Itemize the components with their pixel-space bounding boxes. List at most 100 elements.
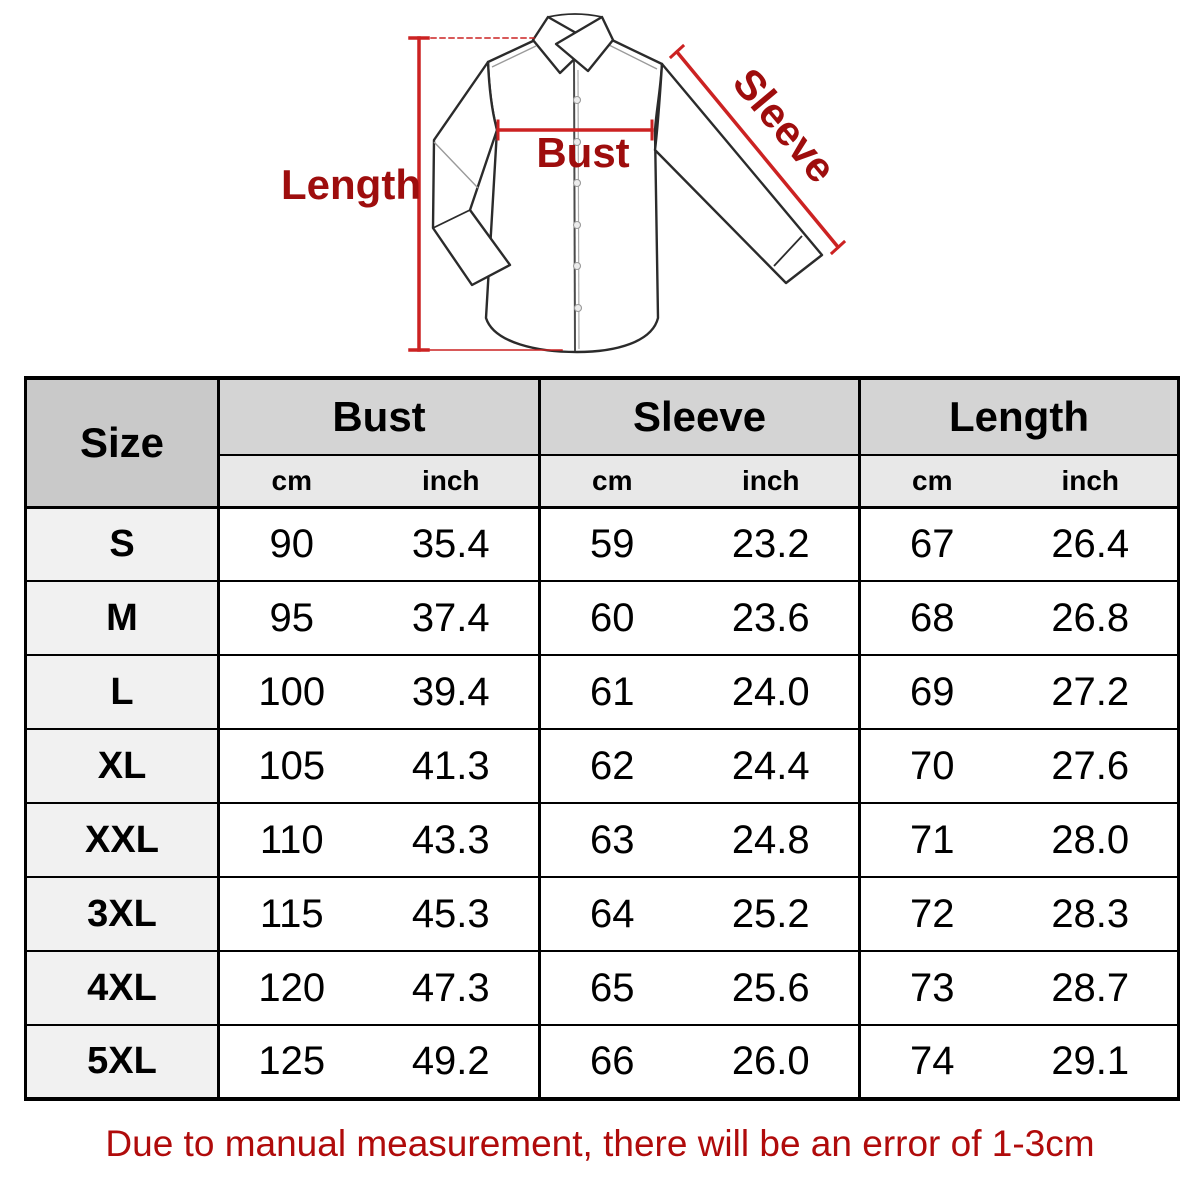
shirt-left-sleeve xyxy=(431,60,512,287)
placket-stitch-line xyxy=(577,69,580,350)
placket-line xyxy=(573,57,576,352)
length-cm-cell: 72 xyxy=(858,876,1004,952)
size-cell: 3XL xyxy=(25,876,220,952)
length-cm-cell: 68 xyxy=(858,580,1004,656)
sleeve-inch-cell: 24.8 xyxy=(683,802,861,878)
sleeve-top-tick xyxy=(668,43,686,60)
bust-cm-cell: 105 xyxy=(217,728,364,804)
sleeve-cm-cell: 64 xyxy=(538,876,684,952)
shirt-right-sleeve xyxy=(653,62,824,285)
bust-inch-cell: 49.2 xyxy=(363,1024,541,1100)
length-inch-cell: 26.8 xyxy=(1003,580,1180,656)
bust-cm-cell: 115 xyxy=(217,876,364,952)
bust-inch-cell: 45.3 xyxy=(363,876,541,952)
sleeve-cm-cell: 59 xyxy=(538,505,684,582)
sleeve-inch-cell: 24.4 xyxy=(683,728,861,804)
sleeve-inch-cell: 26.0 xyxy=(683,1024,861,1100)
table-row-l: L 100 39.4 61 24.0 69 27.2 xyxy=(25,654,1180,730)
length-inch-cell: 28.3 xyxy=(1003,876,1180,952)
length-cm-header: cm xyxy=(858,454,1004,508)
sleeve-cm-cell: 65 xyxy=(538,950,684,1026)
button xyxy=(572,95,582,105)
sleeve-inch-cell: 25.2 xyxy=(683,876,861,952)
bust-cm-cell: 100 xyxy=(217,654,364,730)
bust-cm-header: cm xyxy=(217,454,364,508)
bust-inch-header: inch xyxy=(363,454,541,508)
bust-cm-cell: 90 xyxy=(217,505,364,582)
sleeve-measure-line xyxy=(674,49,841,250)
length-inch-cell: 28.7 xyxy=(1003,950,1180,1026)
length-label: Length xyxy=(281,161,421,208)
length-inch-cell: 28.0 xyxy=(1003,802,1180,878)
length-cm-cell: 74 xyxy=(858,1024,1004,1100)
sleeve-inch-header: inch xyxy=(683,454,861,508)
table-row-3xl: 3XL 115 45.3 64 25.2 72 28.3 xyxy=(25,876,1180,952)
length-inch-cell: 29.1 xyxy=(1003,1024,1180,1100)
right-shoulder-seam xyxy=(608,44,658,70)
length-cm-cell: 67 xyxy=(858,505,1004,582)
table-unit-row: cm inch cm inch cm inch xyxy=(26,454,1180,508)
size-cell: XL xyxy=(25,728,220,804)
left-shoulder-seam xyxy=(491,45,537,68)
shirt-collar-right-flap xyxy=(554,15,615,73)
button xyxy=(572,261,582,271)
length-inch-cell: 27.2 xyxy=(1003,654,1180,730)
bust-group-header: Bust xyxy=(217,377,540,456)
sleeve-inch-cell: 25.6 xyxy=(683,950,861,1026)
table-row-xxl: XXL 110 43.3 63 24.8 71 28.0 xyxy=(25,802,1180,878)
sleeve-cm-header: cm xyxy=(538,454,684,508)
button xyxy=(572,137,582,147)
size-cell: 4XL xyxy=(25,950,220,1026)
bust-inch-cell: 39.4 xyxy=(363,654,541,730)
length-cm-cell: 70 xyxy=(858,728,1004,804)
left-elbow-crease xyxy=(433,141,479,189)
size-cell: M xyxy=(25,580,220,656)
bust-inch-cell: 37.4 xyxy=(363,580,541,656)
table-header-row: Size Bust Sleeve Length xyxy=(25,377,1179,508)
size-cell: L xyxy=(25,654,220,730)
bust-inch-cell: 43.3 xyxy=(363,802,541,878)
table-row-s: S 90 35.4 59 23.2 67 26.4 xyxy=(25,505,1180,582)
length-cm-cell: 69 xyxy=(858,654,1004,730)
left-cuff-line xyxy=(432,209,471,229)
sleeve-cm-cell: 66 xyxy=(538,1024,684,1100)
button xyxy=(573,303,583,313)
length-group-header: Length xyxy=(858,377,1179,456)
bust-cm-cell: 95 xyxy=(217,580,364,656)
length-cm-cell: 73 xyxy=(858,950,1004,1026)
size-cell: S xyxy=(25,505,220,582)
sleeve-inch-cell: 23.6 xyxy=(683,580,861,656)
sleeve-group-header: Sleeve xyxy=(538,377,860,456)
right-cuff-line xyxy=(773,235,803,267)
table-row-xl: XL 105 41.3 62 24.4 70 27.6 xyxy=(25,728,1180,804)
length-inch-header: inch xyxy=(1003,454,1180,508)
shirt-collar-band xyxy=(547,13,603,18)
bust-inch-cell: 35.4 xyxy=(363,505,541,582)
size-column-header: Size xyxy=(25,377,220,508)
table-row-5xl: 5XL 125 49.2 66 26.0 74 29.1 xyxy=(25,1024,1180,1100)
bust-cm-cell: 110 xyxy=(217,802,364,878)
measurement-error-note: Due to manual measurement, there will be… xyxy=(105,1123,1095,1164)
sleeve-cm-cell: 60 xyxy=(538,580,684,656)
measurement-lines xyxy=(408,36,847,352)
length-inch-cell: 26.4 xyxy=(1003,505,1180,582)
table-row-m: M 95 37.4 60 23.6 68 26.8 xyxy=(25,580,1180,656)
bust-inch-cell: 41.3 xyxy=(363,728,541,804)
sleeve-inch-cell: 24.0 xyxy=(683,654,861,730)
bust-cm-cell: 125 xyxy=(217,1024,364,1100)
bust-cm-cell: 120 xyxy=(217,950,364,1026)
sleeve-cm-cell: 61 xyxy=(538,654,684,730)
sleeve-bottom-tick xyxy=(829,239,847,256)
size-chart-table: Size Bust Sleeve Length cm inch cm inch … xyxy=(24,376,1180,1101)
button xyxy=(572,178,582,188)
bust-label: Bust xyxy=(536,129,629,176)
size-cell: 5XL xyxy=(25,1024,220,1100)
table-row-4xl: 4XL 120 47.3 65 25.6 73 28.7 xyxy=(25,950,1180,1026)
button xyxy=(572,220,582,230)
sleeve-inch-cell: 23.2 xyxy=(683,505,861,582)
shirt-measurement-diagram: Length Bust Sleeve xyxy=(281,13,847,354)
sleeve-cm-cell: 62 xyxy=(538,728,684,804)
sleeve-cm-cell: 63 xyxy=(538,802,684,878)
size-cell: XXL xyxy=(25,802,220,878)
